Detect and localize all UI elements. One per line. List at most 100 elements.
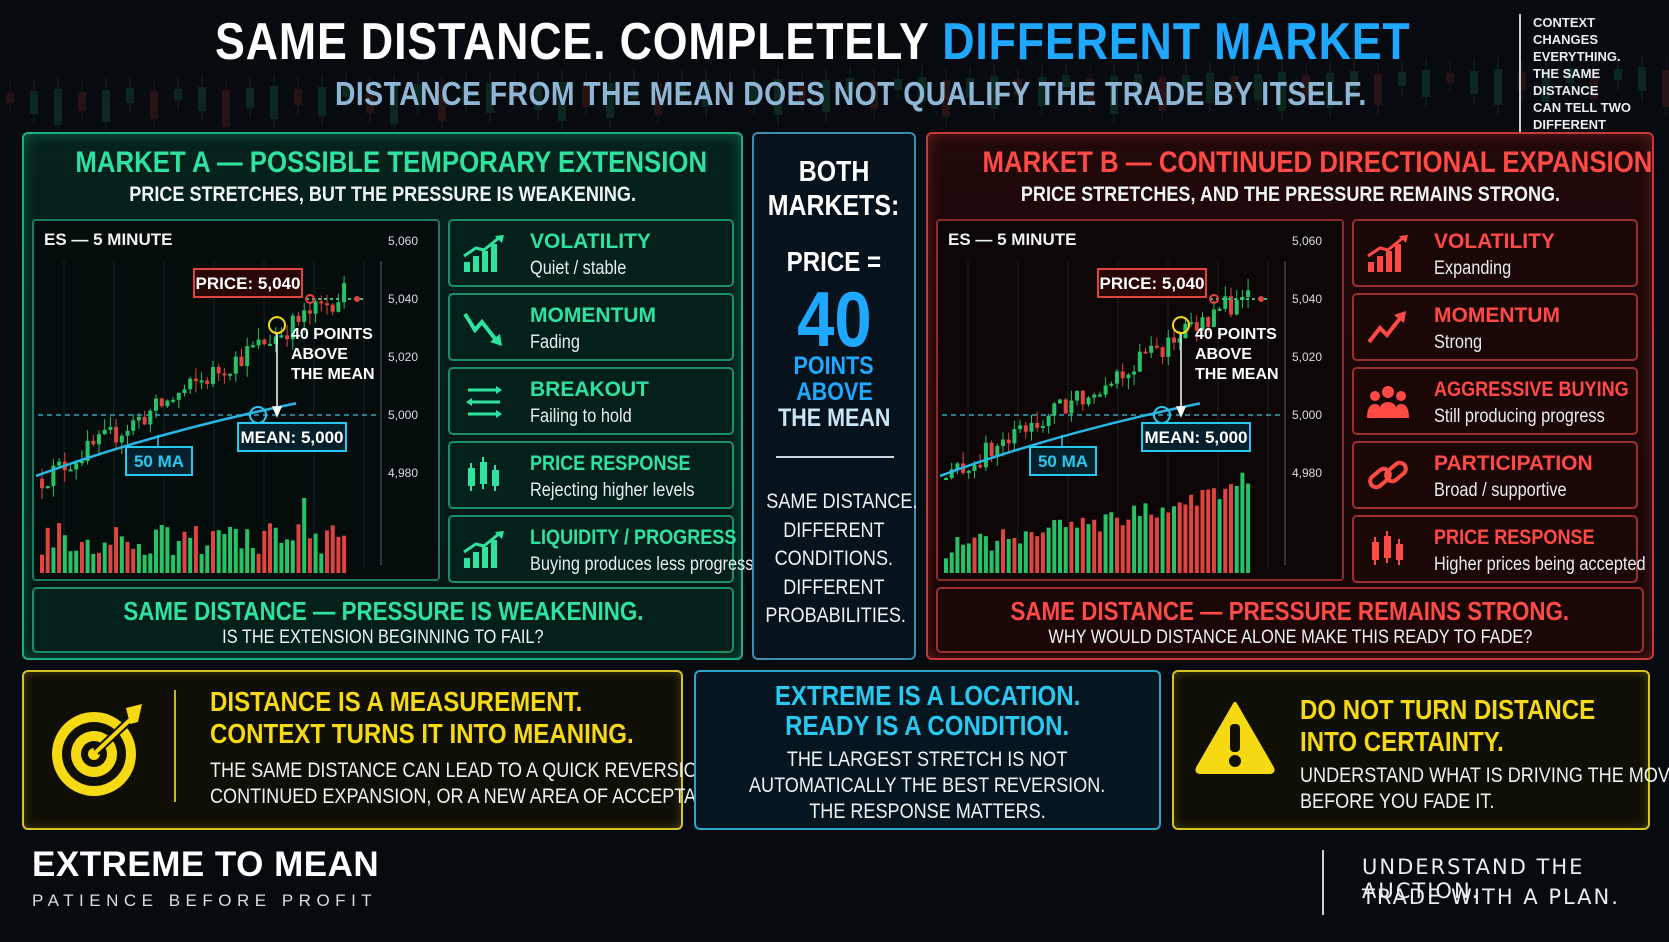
candle	[188, 378, 193, 390]
volume-bar	[955, 536, 960, 573]
candle	[1120, 371, 1125, 379]
volume-bar	[1092, 519, 1097, 573]
volume-bar	[1137, 516, 1142, 573]
candle	[983, 442, 988, 468]
both-markets-panel: BOTH MARKETS: PRICE = 40 POINTS ABOVE TH…	[752, 132, 918, 660]
volume-bar	[342, 535, 347, 573]
y-tick-label: 5,020	[388, 350, 418, 364]
volume-bar	[1132, 505, 1137, 573]
volume-bar	[1029, 532, 1034, 573]
candle	[114, 426, 119, 443]
volume-bar	[1160, 507, 1165, 573]
candle	[250, 345, 255, 348]
candle	[1200, 317, 1205, 331]
volume-bar	[273, 527, 278, 573]
volume-bar	[216, 530, 221, 573]
candle	[1132, 371, 1137, 375]
volume-bar	[256, 553, 261, 573]
volume-bar	[148, 553, 153, 573]
candle	[1006, 439, 1011, 444]
volume-bar	[79, 541, 84, 573]
candle	[325, 303, 329, 306]
arrows-back-forth-icon	[466, 386, 502, 418]
volume-bar	[222, 534, 227, 573]
volume-bar	[102, 542, 107, 573]
candle	[171, 399, 176, 402]
candle	[1046, 415, 1051, 427]
volume-bar	[995, 540, 1000, 573]
candle	[1126, 374, 1131, 379]
market-a-conclusion: SAME DISTANCE — PRESSURE IS WEAKENING. I…	[32, 587, 734, 653]
volume-bar	[1046, 527, 1051, 573]
y-tick-label: 4,980	[1292, 466, 1322, 480]
volume-bar	[1086, 524, 1091, 573]
candle	[1012, 429, 1017, 444]
big-number: 40	[796, 275, 872, 363]
volume-bar	[989, 550, 994, 573]
candle	[154, 398, 158, 411]
certainty-warning-box: DO NOT TURN DISTANCE INTO CERTAINTY. UND…	[1172, 670, 1669, 830]
chart-label: ES — 5 MINUTE	[948, 230, 1076, 249]
candle	[159, 398, 164, 407]
volume-bar	[199, 554, 204, 573]
candle	[97, 434, 101, 445]
market-a-indicator-volatility: VOLATILITY Quiet / stable	[448, 219, 734, 287]
volume-bar	[1018, 543, 1023, 573]
volume-bar	[949, 552, 954, 573]
volume-bar	[1058, 519, 1062, 573]
bar-chart-up-icon	[463, 235, 504, 272]
mean-label: MEAN: 5,000	[241, 428, 344, 447]
candle	[972, 464, 977, 471]
volume-bar	[1075, 527, 1080, 573]
candle	[1143, 351, 1148, 354]
candle	[182, 389, 187, 394]
volume-bar	[319, 553, 324, 573]
candle	[296, 315, 301, 322]
market-b-panel: MARKET B — CONTINUED DIRECTIONAL EXPANSI…	[926, 132, 1654, 660]
chain-link-icon	[1368, 460, 1408, 490]
market-a-panel: MARKET A — POSSIBLE TEMPORARY EXTENSION …	[22, 132, 753, 660]
ma-label: 50 MA	[1038, 452, 1088, 471]
price-label-box	[1097, 268, 1207, 298]
candle	[279, 335, 284, 338]
volume-bar	[961, 544, 966, 573]
volume-bar	[182, 531, 187, 573]
candle	[165, 400, 170, 407]
volume-bar	[119, 536, 124, 573]
candle	[1052, 403, 1057, 416]
volume-bar	[1246, 483, 1251, 573]
candle	[302, 310, 307, 322]
y-tick-label: 5,060	[388, 234, 418, 248]
divider	[174, 690, 176, 802]
candle	[1223, 296, 1228, 309]
volume-bar	[159, 524, 164, 573]
candle	[233, 356, 238, 374]
candle	[228, 373, 233, 376]
bar-chart-up-icon	[1367, 235, 1408, 272]
candle	[342, 283, 347, 303]
candle	[1172, 337, 1176, 343]
candle	[205, 380, 210, 384]
candle	[131, 420, 136, 431]
candle	[290, 315, 295, 340]
volume-bar	[188, 537, 193, 573]
candle	[125, 430, 130, 436]
warning-icon	[1195, 702, 1275, 774]
candle	[85, 440, 90, 462]
candle	[1246, 290, 1251, 297]
candle	[1154, 345, 1159, 348]
candle	[216, 366, 221, 374]
volume-bar	[165, 527, 170, 573]
candle	[1001, 439, 1005, 446]
measurement-box: DISTANCE IS A MEASUREMENT. CONTEXT TURNS…	[22, 670, 739, 830]
market-a-chart: 5,060 5,040 5,020 5,000 4,980 ES — 5 MINUTE PR…	[32, 219, 440, 581]
distance-label: 40 POINTS	[1195, 326, 1277, 343]
distance-label: THE MEAN	[291, 366, 375, 383]
candle	[273, 336, 278, 344]
y-tick-label: 5,000	[1292, 408, 1322, 422]
price-label-box	[193, 268, 303, 298]
candle	[313, 301, 318, 314]
market-b-indicator-price-response: PRICE RESPONSE Higher prices being accept…	[1352, 515, 1646, 583]
volume-bar	[142, 554, 147, 573]
volume-bar	[233, 528, 238, 573]
